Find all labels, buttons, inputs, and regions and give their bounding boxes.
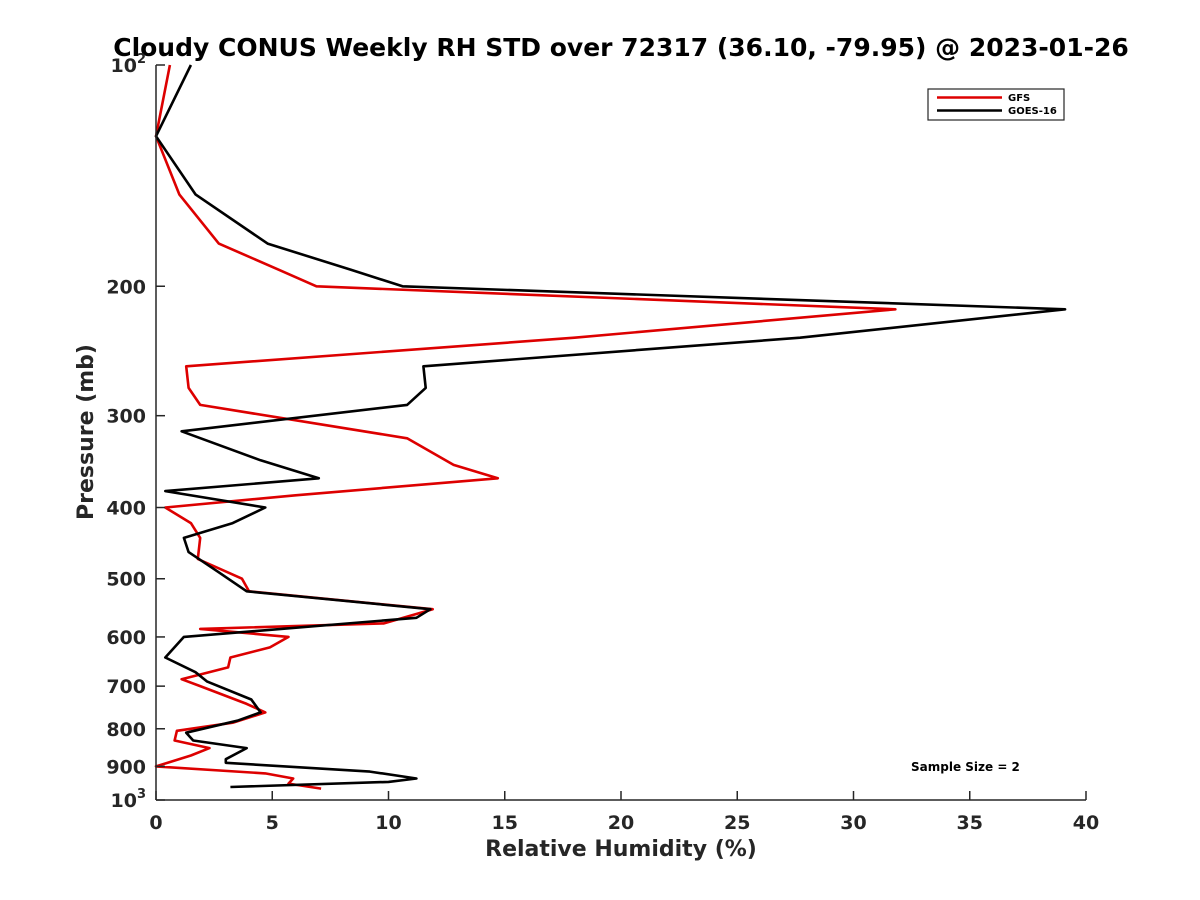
x-tick-label: 25 [724, 812, 750, 834]
x-tick-label: 0 [149, 812, 162, 834]
x-tick-label: 35 [957, 812, 983, 834]
x-tick-label: 15 [492, 812, 518, 834]
y-tick-label: 400 [106, 498, 146, 520]
x-tick-label: 30 [840, 812, 866, 834]
y-tick-label: 200 [106, 276, 146, 298]
legend-box [927, 88, 1065, 121]
y-tick-label: 900 [106, 756, 146, 778]
x-axis-label: Relative Humidity (%) [485, 837, 757, 862]
y-tick-label: 600 [106, 627, 146, 649]
sample-size-annotation: Sample Size = 2 [911, 760, 1020, 774]
legend-label-gfs: GFS [1008, 93, 1030, 104]
y-axis-label: Pressure (mb) [74, 344, 99, 520]
legend: GFS GOES-16 [927, 88, 1065, 121]
y-tick-label: 102 [111, 52, 147, 77]
legend-label-goes16: GOES-16 [1008, 106, 1057, 117]
series-line-goes16 [154, 64, 1067, 789]
y-ticks: 102 200 300 400 500 600 700 800 900 103 [106, 52, 165, 812]
chart-title: Cloudy CONUS Weekly RH STD over 72317 (3… [113, 33, 1129, 62]
x-tick-label: 5 [266, 812, 279, 834]
x-tick-label: 40 [1073, 812, 1099, 834]
y-tick-label: 103 [111, 787, 147, 812]
y-tick-label: 700 [106, 676, 146, 698]
x-ticks: 0 5 10 15 20 25 30 35 40 [149, 791, 1099, 834]
y-tick-label: 500 [106, 569, 146, 591]
y-tick-label: 800 [106, 719, 146, 741]
plot-lines [154, 64, 1067, 790]
y-tick-label: 300 [106, 406, 146, 428]
x-tick-label: 10 [375, 812, 401, 834]
x-tick-label: 20 [608, 812, 634, 834]
